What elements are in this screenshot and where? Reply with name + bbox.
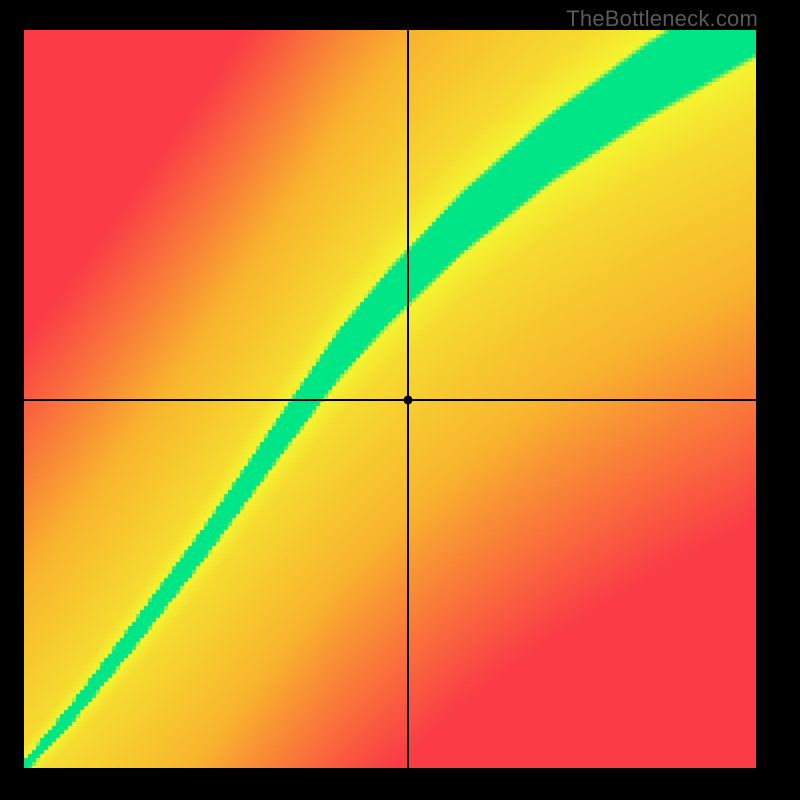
plot-area [24,30,756,768]
marker-dot [404,396,413,405]
watermark-text: TheBottleneck.com [566,6,758,32]
crosshair-horizontal [24,399,756,401]
